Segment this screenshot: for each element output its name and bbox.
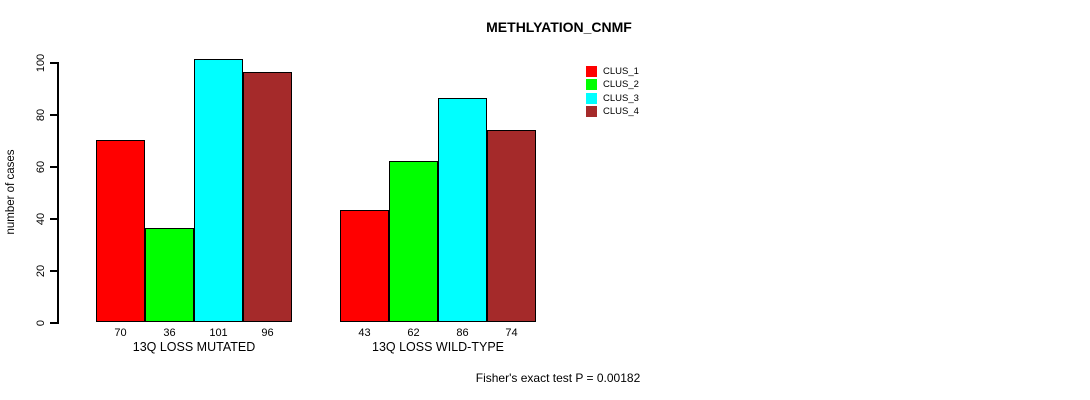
chart-title: METHLYATION_CNMF — [486, 19, 632, 35]
y-axis-tick — [50, 166, 57, 168]
bar-value-label: 43 — [358, 327, 371, 339]
y-axis-tick-label: 80 — [35, 108, 47, 121]
bar-clus_4-group1 — [243, 72, 292, 322]
bar-clus_3-group1 — [194, 59, 243, 322]
y-axis-tick-label: 60 — [35, 160, 47, 173]
legend-item-clus_1: CLUS_1 — [586, 65, 639, 78]
legend-swatch-icon — [586, 79, 597, 91]
y-axis-tick — [50, 114, 57, 116]
y-axis-label: number of cases — [5, 149, 17, 235]
legend-item-clus_2: CLUS_2 — [586, 78, 639, 91]
bar-value-label: 86 — [456, 327, 469, 339]
bar-value-label: 62 — [407, 327, 420, 339]
y-axis-tick-label: 100 — [35, 53, 47, 72]
bar-clus_1-group1 — [96, 140, 145, 322]
legend-swatch-icon — [586, 92, 597, 104]
bar-clus_4-group2 — [487, 129, 536, 322]
legend-swatch-icon — [586, 66, 597, 78]
y-axis-tick — [50, 322, 57, 324]
legend-item-clus_3: CLUS_3 — [586, 92, 639, 105]
bar-clus_2-group2 — [389, 160, 438, 322]
bar-value-label: 96 — [261, 327, 274, 339]
bar-value-label: 74 — [505, 327, 518, 339]
category-label: 13Q LOSS MUTATED — [132, 340, 256, 354]
bar-value-label: 36 — [163, 327, 176, 339]
category-label: 13Q LOSS WILD-TYPE — [372, 340, 504, 354]
bar-clus_3-group2 — [438, 98, 487, 322]
y-axis-tick-label: 0 — [35, 319, 47, 326]
legend-swatch-icon — [586, 106, 597, 118]
bar-clus_2-group1 — [145, 228, 194, 322]
legend: CLUS_1 CLUS_2 CLUS_3 CLUS_4 — [586, 65, 639, 118]
legend-label: CLUS_1 — [603, 66, 639, 78]
y-axis-tick-label: 40 — [35, 212, 47, 225]
legend-label: CLUS_4 — [603, 106, 639, 118]
bar-clus_1-group2 — [340, 210, 389, 322]
legend-item-clus_4: CLUS_4 — [586, 105, 639, 118]
legend-label: CLUS_3 — [603, 92, 639, 104]
y-axis-tick — [50, 270, 57, 272]
y-axis-tick — [50, 62, 57, 64]
legend-label: CLUS_2 — [603, 79, 639, 91]
y-axis-tick — [50, 218, 57, 220]
bar-value-label: 101 — [209, 327, 228, 339]
y-axis-line — [57, 62, 59, 324]
bar-value-label: 70 — [114, 327, 127, 339]
annotation-text: Fisher's exact test P = 0.00182 — [475, 371, 641, 385]
y-axis-tick-label: 20 — [35, 264, 47, 277]
